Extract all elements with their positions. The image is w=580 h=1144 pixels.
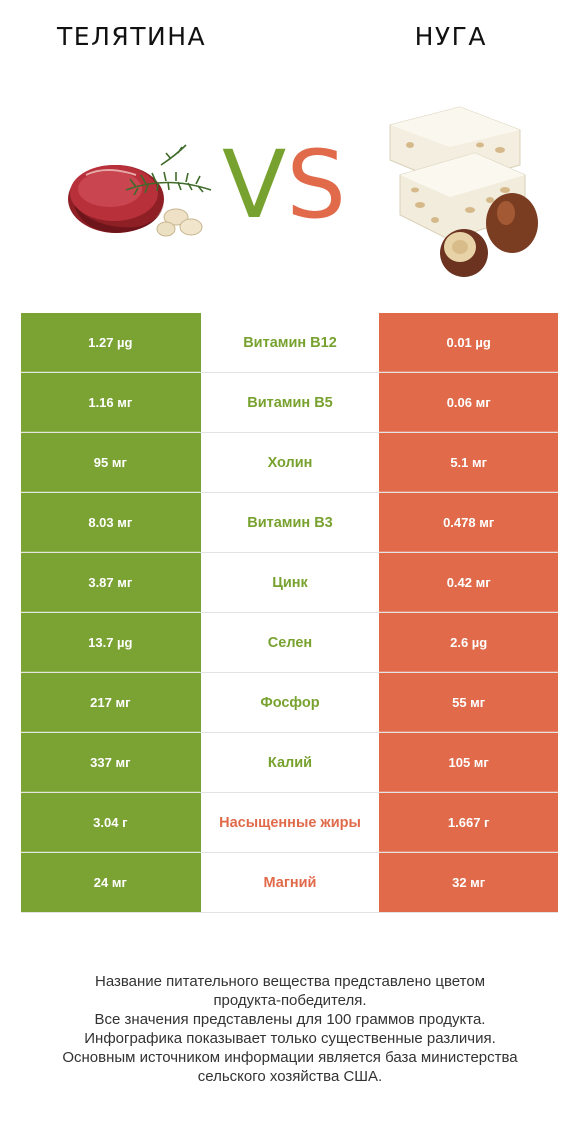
left-value-cell: 8.03 мг bbox=[21, 493, 201, 552]
table-row: 8.03 мг Витамин B3 0.478 мг bbox=[21, 493, 558, 553]
comparison-table: 1.27 µg Витамин B12 0.01 µg 1.16 мг Витамин … bbox=[21, 313, 558, 913]
table-row: 24 мг Магний 32 мг bbox=[21, 853, 558, 913]
table-row: 3.87 мг Цинк 0.42 мг bbox=[21, 553, 558, 613]
nutrient-name-cell: Витамин B12 bbox=[243, 334, 337, 351]
vs-v-letter: V bbox=[222, 131, 287, 240]
right-value-cell: 105 мг bbox=[379, 733, 558, 792]
footer-notes: Название питательного вещества представл… bbox=[20, 972, 560, 1086]
right-value-cell: 0.06 мг bbox=[379, 373, 558, 432]
left-value-cell: 3.04 г bbox=[21, 793, 201, 852]
left-value-cell: 13.7 µg bbox=[21, 613, 201, 672]
table-row: 217 мг Фосфор 55 мг bbox=[21, 673, 558, 733]
table-row: 337 мг Калий 105 мг bbox=[21, 733, 558, 793]
table-row: 1.16 мг Витамин B5 0.06 мг bbox=[21, 373, 558, 433]
right-value-cell: 1.667 г bbox=[379, 793, 558, 852]
right-product-title: НУГА bbox=[414, 22, 487, 51]
left-value-cell: 1.27 µg bbox=[21, 313, 201, 372]
footer-line: продукта-победителя. bbox=[213, 992, 367, 1009]
nougat-image bbox=[389, 106, 538, 277]
nutrient-name-cell: Селен bbox=[267, 634, 313, 651]
table-row: 13.7 µg Селен 2.6 µg bbox=[21, 613, 558, 673]
nutrient-name-cell: Магний bbox=[263, 874, 317, 891]
footer-line: Все значения представлены для 100 граммо… bbox=[94, 1011, 486, 1028]
right-value-cell: 0.478 мг bbox=[379, 493, 558, 552]
nutrient-name-cell: Насыщенные жиры bbox=[219, 814, 361, 831]
right-value-cell: 32 мг bbox=[379, 853, 558, 912]
left-product-title: ТЕЛЯТИНА bbox=[57, 22, 207, 51]
left-value-cell: 337 мг bbox=[21, 733, 201, 792]
right-value-cell: 0.42 мг bbox=[379, 553, 558, 612]
table-row: 95 мг Холин 5.1 мг bbox=[21, 433, 558, 493]
left-value-cell: 1.16 мг bbox=[21, 373, 201, 432]
veal-image bbox=[68, 144, 212, 237]
nutrient-name-cell: Витамин B3 bbox=[247, 514, 333, 531]
left-value-cell: 95 мг bbox=[21, 433, 201, 492]
footer-line: Инфографика показывает только существенн… bbox=[84, 1030, 496, 1047]
footer-line: Название питательного вещества представл… bbox=[94, 973, 486, 990]
footer-line: Основным источником информации является … bbox=[62, 1049, 518, 1066]
vs-label: VS bbox=[222, 136, 362, 236]
table-row: 3.04 г Насыщенные жиры 1.667 г bbox=[21, 793, 558, 853]
right-value-cell: 5.1 мг bbox=[379, 433, 558, 492]
footer-line: сельского хозяйства США. bbox=[197, 1068, 383, 1085]
nutrient-name-cell: Калий bbox=[267, 754, 313, 771]
vs-s-letter: S bbox=[286, 131, 346, 240]
right-value-cell: 2.6 µg bbox=[379, 613, 558, 672]
nutrient-name-cell: Фосфор bbox=[260, 694, 320, 711]
left-value-cell: 217 мг bbox=[21, 673, 201, 732]
nutrient-name-cell: Витамин B5 bbox=[247, 394, 333, 411]
left-value-cell: 24 мг bbox=[21, 853, 201, 912]
right-value-cell: 0.01 µg bbox=[379, 313, 558, 372]
table-row: 1.27 µg Витамин B12 0.01 µg bbox=[21, 313, 558, 373]
right-value-cell: 55 мг bbox=[379, 673, 558, 732]
left-value-cell: 3.87 мг bbox=[21, 553, 201, 612]
nutrient-name-cell: Цинк bbox=[272, 574, 308, 591]
nutrient-name-cell: Холин bbox=[267, 454, 313, 471]
